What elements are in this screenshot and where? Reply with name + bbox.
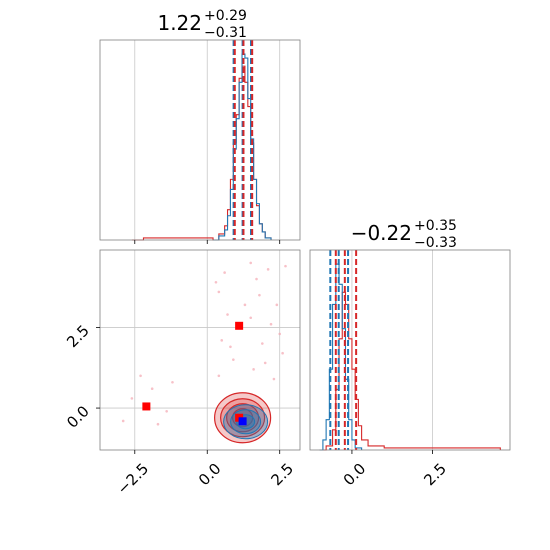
panel-right-histogram: 0.0 2.5: [309, 249, 511, 490]
scatter-point: [223, 271, 226, 274]
scatter-point: [266, 268, 270, 271]
x-tick-label: 0.0: [195, 460, 225, 490]
scatter-point: [269, 322, 273, 326]
scatter-point: [214, 280, 218, 284]
panel-frame: [99, 249, 301, 451]
scatter-point: [220, 339, 224, 342]
scatter-point: [243, 303, 247, 307]
scatter-point: [249, 316, 253, 320]
hist-blue-param1: [213, 53, 272, 241]
scatter-point: [229, 345, 232, 349]
scatter-point: [278, 332, 282, 336]
scatter-point: [284, 264, 287, 268]
scatter-point: [255, 277, 258, 281]
scatter-point: [165, 409, 168, 413]
scatter-point: [150, 387, 154, 391]
marker-red-square: [142, 402, 151, 411]
marker-blue-square: [238, 417, 247, 426]
y-tick-label: 0.0: [63, 402, 93, 432]
scatter-point: [232, 358, 235, 361]
title-value: −0.22: [351, 221, 412, 245]
hist-red-param2: [319, 291, 501, 451]
scatter-point: [156, 422, 160, 426]
title-lower-error: −0.33: [414, 235, 457, 251]
title-lower-error: −0.31: [204, 25, 247, 41]
scatter-point: [261, 342, 264, 345]
x-tick-label: 2.5: [420, 460, 450, 490]
scatter-point: [275, 303, 279, 307]
panel-frame: [309, 249, 511, 451]
marker-red-square: [235, 321, 244, 330]
scatter-point: [263, 361, 267, 365]
scatter-point: [139, 374, 142, 378]
title-value: 1.22: [157, 11, 202, 35]
scatter-point: [217, 290, 221, 294]
panel-top-histogram: [99, 39, 301, 244]
title-upper-error: +0.29: [204, 8, 247, 24]
scatter-point: [171, 380, 174, 384]
scatter-point: [121, 419, 125, 423]
x-tick-label: −2.5: [114, 460, 152, 498]
scatter-point: [217, 374, 221, 378]
scatter-point: [130, 397, 134, 400]
scatter-point: [272, 377, 276, 381]
scatter-point: [226, 313, 229, 316]
scatter-point: [252, 368, 255, 371]
title-upper-error: +0.35: [414, 218, 457, 234]
panel-joint: −2.5 0.0 2.5 0.0 2.5: [63, 249, 301, 498]
x-tick-label: 0.0: [340, 460, 370, 490]
scatter-point: [258, 293, 261, 297]
param2-title: −0.22 +0.35−0.33: [351, 218, 457, 251]
y-tick-label: 2.5: [63, 322, 93, 352]
hist-blue-param2: [319, 263, 363, 451]
param1-title: 1.22 +0.29−0.31: [157, 8, 246, 41]
panel-frame: [99, 39, 301, 241]
x-tick-label: 2.5: [267, 460, 297, 490]
scatter-point: [249, 261, 253, 265]
scatter-point: [281, 351, 284, 355]
